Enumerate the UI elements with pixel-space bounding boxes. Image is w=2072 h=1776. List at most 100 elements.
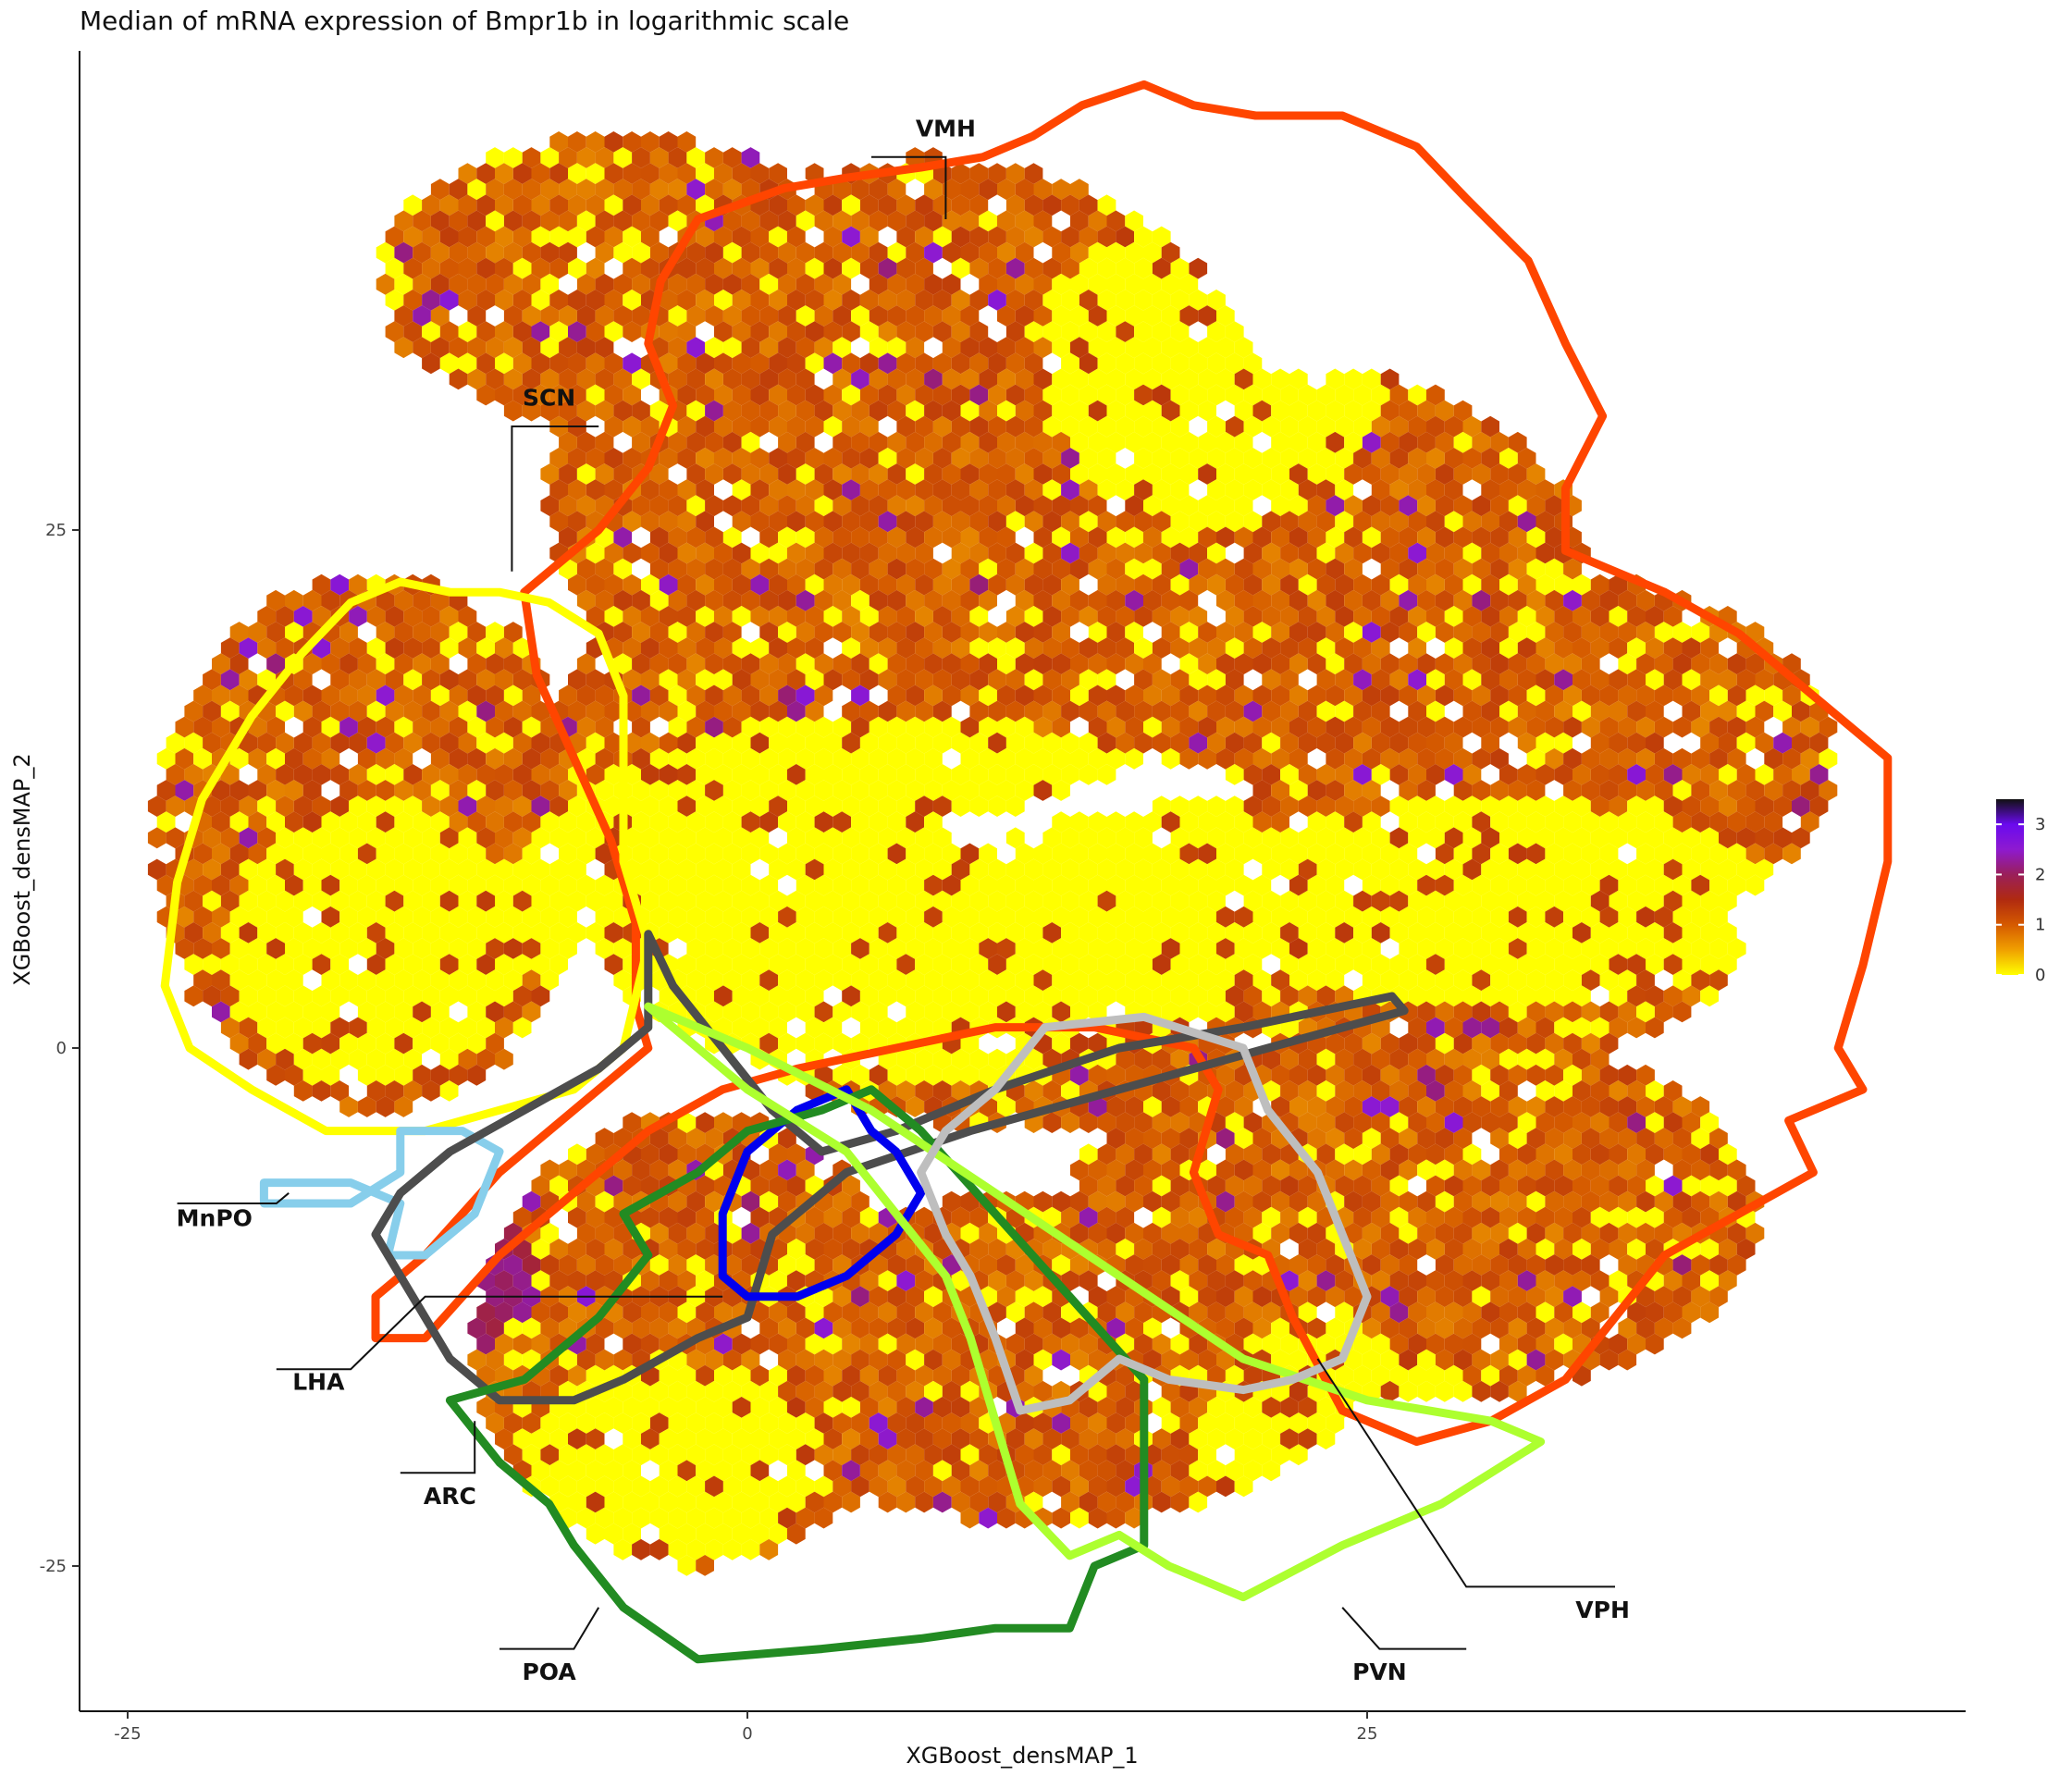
hex-cell bbox=[1052, 938, 1070, 959]
hex-cell bbox=[1672, 969, 1692, 992]
hex-cell bbox=[385, 890, 404, 912]
hex-cell bbox=[495, 827, 513, 849]
hex-cell bbox=[413, 337, 431, 359]
hex-cell bbox=[413, 241, 431, 264]
hex-cell bbox=[1646, 1301, 1664, 1324]
hex-cell bbox=[1371, 574, 1390, 596]
hex-cell bbox=[430, 273, 450, 295]
hex-cell bbox=[1243, 511, 1263, 533]
hex-cell bbox=[696, 954, 714, 975]
hex-cell bbox=[1508, 716, 1527, 738]
hex-cell bbox=[1052, 179, 1070, 201]
hex-cell bbox=[1289, 906, 1308, 928]
hex-cell bbox=[741, 843, 760, 865]
hex-cell bbox=[796, 969, 815, 992]
hex-cell bbox=[1280, 542, 1299, 564]
hex-cell bbox=[248, 780, 267, 801]
hex-cell bbox=[769, 384, 787, 406]
hex-cell bbox=[1070, 843, 1089, 865]
hex-cell bbox=[1709, 969, 1728, 992]
hex-cell bbox=[988, 574, 1006, 596]
hex-cell bbox=[859, 1364, 879, 1387]
hex-cell bbox=[677, 448, 697, 469]
hex-cell bbox=[1462, 1270, 1482, 1291]
hex-cell bbox=[714, 732, 733, 754]
hex-cell bbox=[722, 400, 742, 422]
hex-cell bbox=[1536, 637, 1555, 659]
hex-cell bbox=[623, 1301, 641, 1324]
hex-cell bbox=[1152, 1239, 1171, 1260]
hex-cell bbox=[239, 890, 258, 912]
hex-cell bbox=[1545, 1349, 1564, 1371]
hex-cell bbox=[932, 985, 952, 1007]
hex-cell bbox=[1809, 764, 1829, 785]
hex-cell bbox=[458, 732, 477, 754]
hex-cell bbox=[1116, 606, 1135, 627]
hex-cell bbox=[1727, 811, 1746, 833]
hex-cell bbox=[1289, 780, 1308, 801]
hex-cell bbox=[1819, 716, 1838, 738]
hex-cell bbox=[1472, 463, 1491, 485]
hex-cell bbox=[1435, 495, 1454, 517]
hex-cell bbox=[413, 938, 431, 959]
hex-cell bbox=[1627, 985, 1646, 1007]
hex-cell bbox=[476, 194, 495, 216]
hex-cell bbox=[349, 700, 367, 722]
hex-cell bbox=[878, 1333, 897, 1355]
hex-cell bbox=[1517, 1270, 1536, 1291]
hex-cell bbox=[595, 747, 614, 770]
hex-cell bbox=[906, 526, 925, 549]
hex-cell bbox=[248, 811, 267, 833]
hex-cell bbox=[696, 290, 714, 311]
hex-cell bbox=[741, 368, 760, 390]
hex-cell bbox=[1134, 1301, 1153, 1324]
hex-cell bbox=[778, 747, 796, 770]
hex-cell bbox=[1554, 796, 1572, 817]
hex-cell bbox=[559, 241, 577, 264]
hex-cell bbox=[1198, 463, 1216, 485]
hex-cell bbox=[1444, 858, 1463, 881]
hex-cell bbox=[887, 526, 906, 549]
hex-cell bbox=[1353, 1080, 1372, 1102]
hex-cell bbox=[1298, 764, 1317, 785]
hex-cell bbox=[1581, 969, 1600, 992]
hex-cell bbox=[979, 716, 997, 738]
hex-cell bbox=[1216, 938, 1235, 959]
hex-cell bbox=[1581, 1159, 1600, 1181]
hex-cell bbox=[1225, 637, 1244, 659]
hex-cell bbox=[1499, 954, 1518, 975]
hex-cell bbox=[686, 463, 706, 485]
hex-cell bbox=[1134, 290, 1153, 311]
hex-cell bbox=[1070, 241, 1089, 264]
hex-cell bbox=[512, 1270, 532, 1291]
hex-cell bbox=[759, 1001, 779, 1023]
hex-cell bbox=[805, 290, 824, 311]
hex-cell bbox=[413, 716, 431, 738]
hex-cell bbox=[1490, 431, 1509, 453]
hex-cell bbox=[796, 653, 815, 675]
hex-cell bbox=[659, 764, 678, 785]
hex-cell bbox=[668, 1128, 687, 1150]
hex-cell bbox=[1700, 985, 1719, 1007]
hex-cell bbox=[686, 400, 706, 422]
hex-cell bbox=[851, 431, 870, 453]
hex-cell bbox=[1024, 1301, 1043, 1324]
hex-cell bbox=[1116, 352, 1135, 375]
hex-cell bbox=[1106, 1128, 1126, 1150]
hex-cell bbox=[1326, 716, 1345, 738]
hex-cell bbox=[787, 1270, 806, 1291]
hex-cell bbox=[1298, 1301, 1317, 1324]
hex-cell bbox=[823, 384, 843, 406]
hex-cell bbox=[878, 732, 897, 754]
hex-cell bbox=[1143, 273, 1162, 295]
hex-cell bbox=[1088, 526, 1107, 549]
hex-cell bbox=[787, 352, 806, 375]
hex-cell bbox=[896, 1301, 916, 1324]
hex-cell bbox=[1481, 511, 1499, 533]
hex-cell bbox=[1024, 922, 1043, 944]
hex-cell bbox=[458, 1017, 477, 1039]
hex-cell bbox=[1271, 495, 1289, 517]
hex-cell bbox=[1618, 622, 1637, 643]
hex-cell bbox=[1545, 589, 1564, 611]
hex-cell bbox=[1079, 479, 1098, 500]
